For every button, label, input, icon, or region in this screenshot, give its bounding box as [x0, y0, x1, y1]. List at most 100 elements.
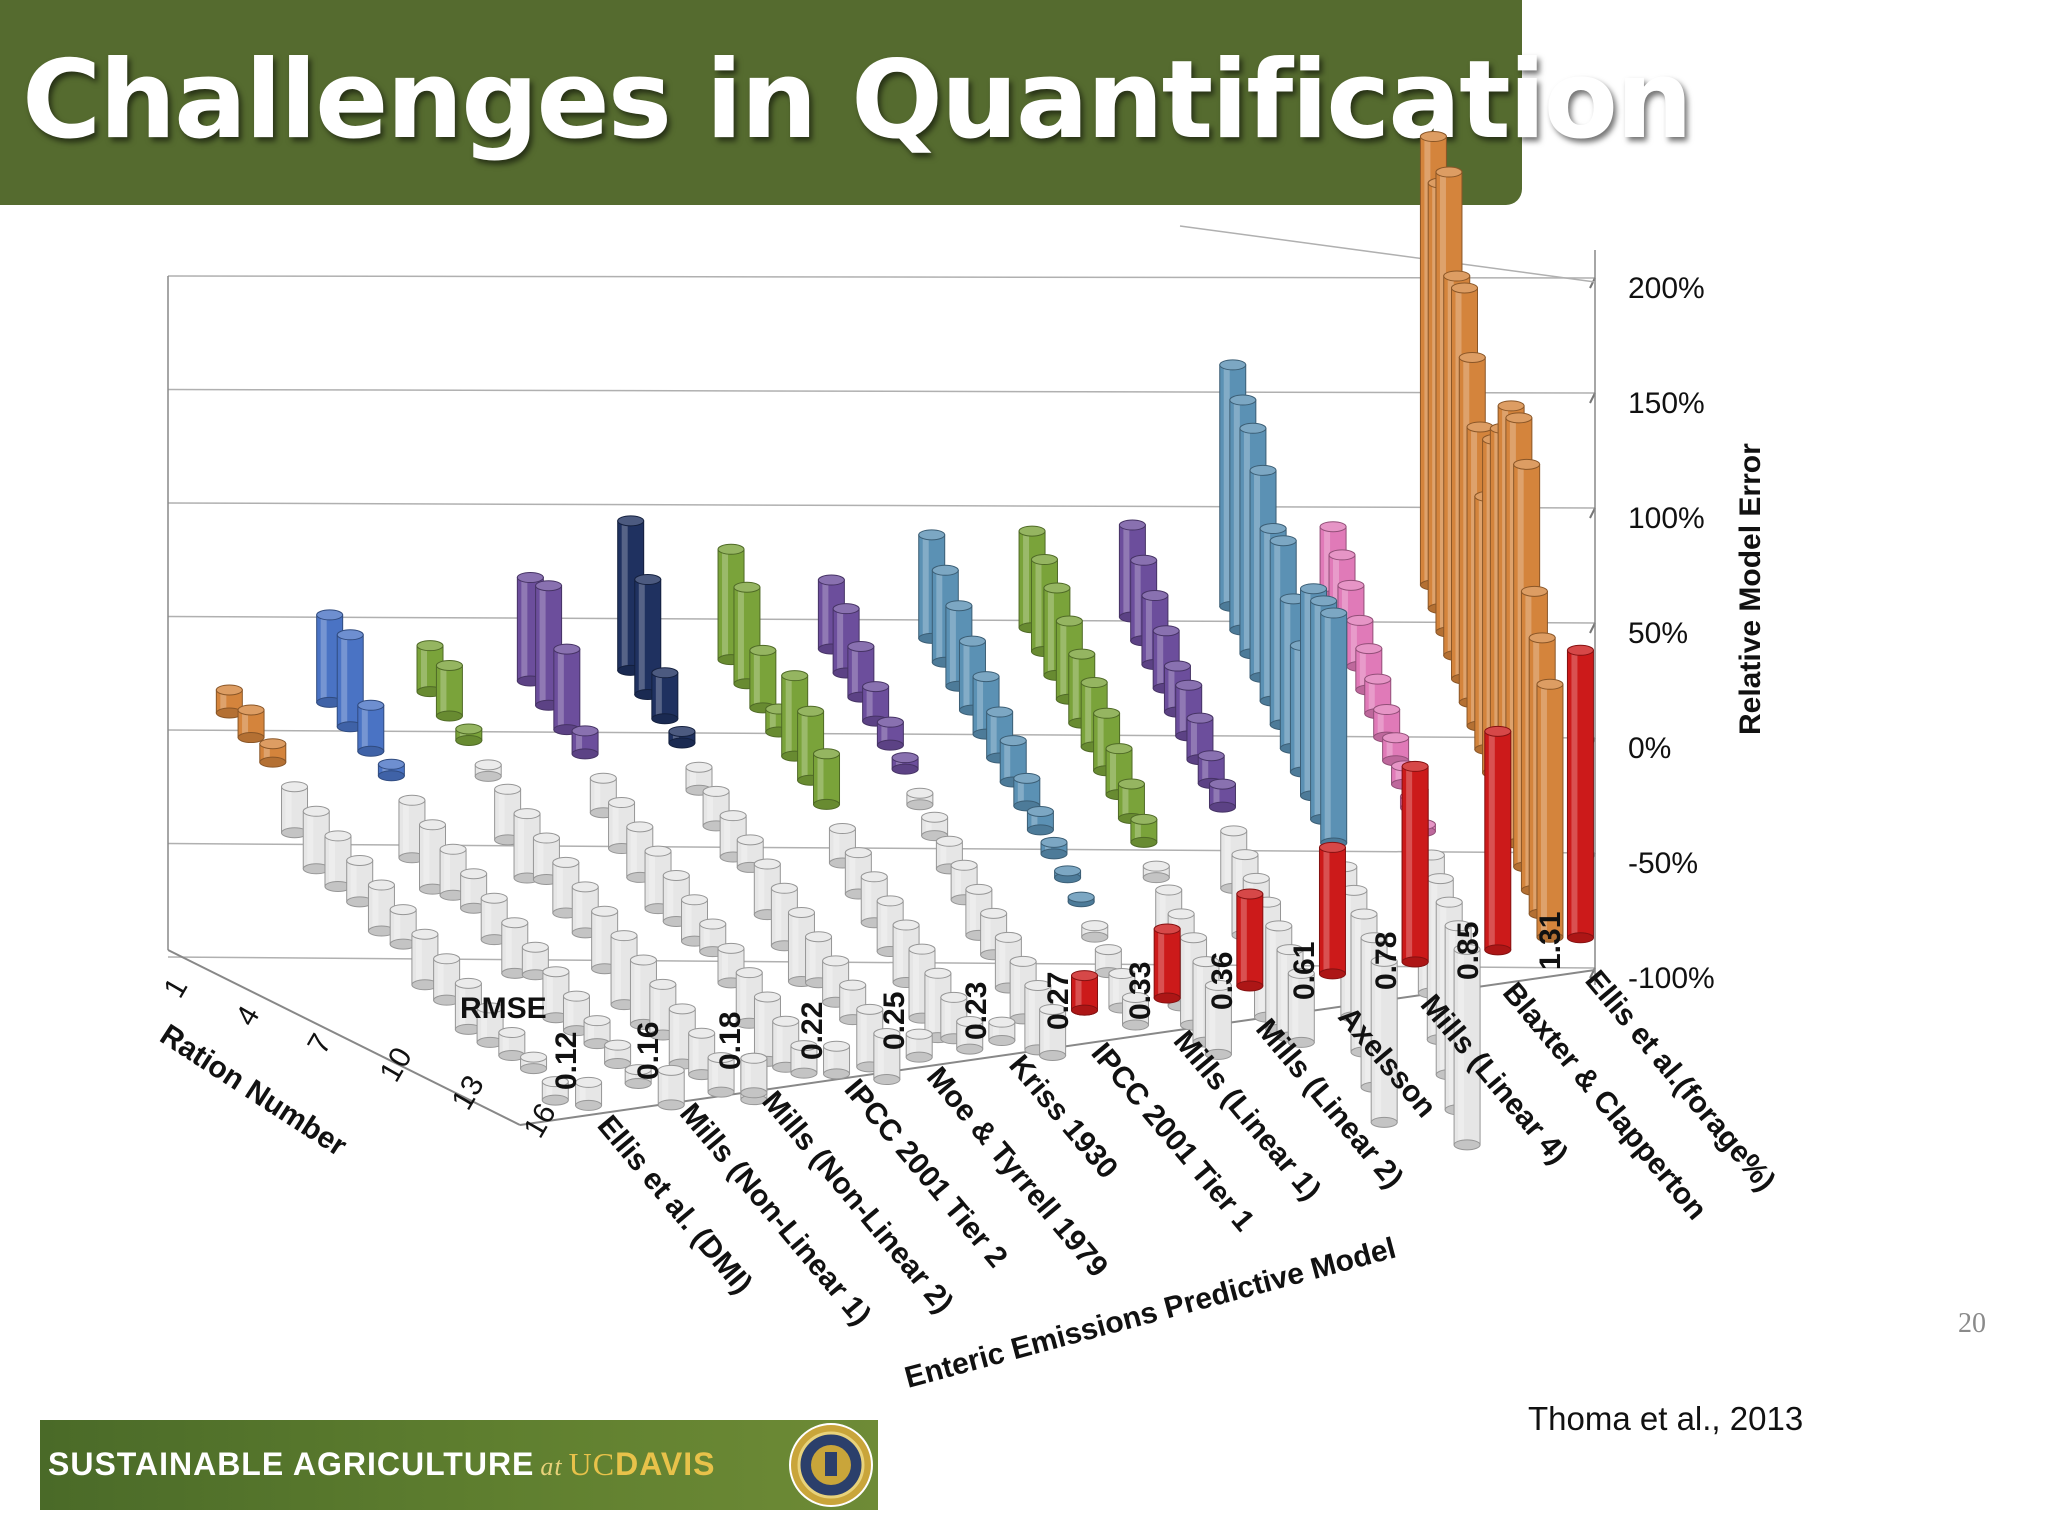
bar-highlight — [1406, 766, 1413, 962]
bar-bottom-cap — [377, 770, 405, 782]
chart-bar — [604, 1039, 632, 1070]
gridline — [167, 388, 1596, 394]
bar-highlight — [1023, 531, 1030, 628]
bar-highlight — [775, 888, 782, 946]
bar-highlight — [1134, 560, 1141, 641]
bar-highlight — [415, 934, 422, 985]
bar-top-cap — [945, 600, 973, 612]
bar-bottom-cap — [891, 763, 919, 775]
bar-highlight — [1517, 464, 1524, 867]
bar-highlight — [963, 641, 970, 711]
chart-bar — [1287, 967, 1315, 1048]
footer-text-uc: UC — [568, 1446, 616, 1482]
bar-highlight — [1488, 731, 1495, 950]
bar-top-cap — [999, 735, 1027, 747]
bar-top-cap — [513, 808, 541, 820]
bar-top-cap — [1458, 351, 1486, 363]
bar-highlight — [361, 705, 368, 752]
footer-text-davis: DAVIS — [615, 1446, 716, 1482]
bar-top-cap — [1360, 932, 1388, 944]
bar-highlight — [1294, 645, 1301, 773]
bar-top-cap — [1142, 860, 1170, 872]
bar-top-cap — [681, 894, 709, 906]
bar-highlight — [546, 971, 553, 1018]
rmse-value: 0.33 — [1124, 962, 1157, 1020]
chart-bar — [657, 1064, 685, 1111]
bar-highlight — [1085, 925, 1092, 938]
bar-top-cap — [1130, 554, 1158, 566]
bar-highlight — [1432, 183, 1439, 609]
chart-bar — [1204, 979, 1232, 1060]
bar-bottom-cap — [873, 1074, 901, 1086]
bar-top-cap — [1105, 743, 1133, 755]
bar-highlight — [753, 650, 760, 708]
bar-highlight — [1571, 650, 1578, 938]
bar-highlight — [1375, 961, 1382, 1123]
bar-highlight — [910, 1034, 917, 1058]
bar-highlight — [712, 1057, 719, 1093]
bar-bottom-cap — [455, 734, 483, 746]
bar-highlight — [546, 1081, 553, 1101]
bar-top-cap — [1513, 458, 1541, 470]
bar-highlight — [1440, 902, 1447, 1075]
bar-top-cap — [1259, 523, 1287, 535]
bar-top-cap — [828, 823, 856, 835]
bar-top-cap — [1013, 772, 1041, 784]
z-tick-label: 100% — [1628, 502, 1705, 535]
bar-highlight — [843, 985, 850, 1020]
bar-highlight — [1368, 679, 1375, 714]
bar-top-cap — [657, 1064, 685, 1076]
bar-top-cap — [940, 991, 968, 1003]
bar-highlight — [576, 886, 583, 933]
bar-top-cap — [662, 869, 690, 881]
bar-top-cap — [1068, 648, 1096, 660]
rmse-value: 1.31 — [1534, 912, 1567, 970]
z-tick-label: -100% — [1628, 962, 1715, 995]
rmse-value: 0.16 — [632, 1022, 665, 1080]
chart-bar — [1054, 865, 1082, 884]
bar-highlight — [822, 580, 829, 650]
bar-top-cap — [476, 1002, 504, 1014]
bar-highlight — [649, 851, 656, 909]
bar-top-cap — [876, 716, 904, 728]
bar-top-cap — [389, 904, 417, 916]
bar-body — [1484, 730, 1512, 951]
bar-highlight — [758, 996, 765, 1062]
bar-top-cap — [1318, 841, 1346, 853]
bar-top-cap — [1153, 923, 1181, 935]
bar-highlight — [1243, 428, 1250, 654]
chart-bar — [905, 1028, 933, 1063]
chart-bar — [1081, 920, 1109, 943]
bar-highlight — [827, 1046, 834, 1074]
bar-top-cap — [699, 918, 727, 930]
bar-highlight — [1439, 172, 1446, 633]
bar-highlight — [440, 665, 447, 717]
bar-highlight — [588, 1020, 595, 1044]
bar-highlight — [690, 767, 696, 791]
bar-highlight — [1158, 929, 1165, 999]
rmse-value: 0.23 — [960, 982, 993, 1040]
bar-top-cap — [736, 834, 764, 846]
bar-bottom-cap — [1122, 1019, 1150, 1031]
bar-top-cap — [1117, 778, 1145, 790]
bar-top-cap — [281, 781, 309, 793]
bar-top-cap — [1093, 707, 1121, 719]
model-label: IPCC 2001 Tier 1 — [1085, 1037, 1261, 1238]
bar-top-cap — [439, 843, 467, 855]
chart-bar — [876, 895, 904, 958]
bar-highlight — [653, 984, 660, 1036]
bar-top-cap — [1444, 920, 1472, 932]
bar-top-cap — [965, 883, 993, 895]
bar-highlight — [776, 1021, 783, 1068]
bar-top-cap — [1197, 750, 1225, 762]
bar-bottom-cap — [1204, 1048, 1232, 1060]
bar-highlight — [837, 608, 844, 674]
ration-tick-label: 1 — [157, 973, 194, 1004]
bar-highlight — [860, 1009, 867, 1067]
bar-top-cap — [891, 752, 919, 764]
bar-top-cap — [1180, 932, 1208, 944]
bar-top-cap — [873, 1028, 901, 1040]
bar-bottom-cap — [571, 748, 599, 760]
bar-highlight — [1458, 949, 1465, 1145]
bar-highlight — [936, 570, 943, 663]
